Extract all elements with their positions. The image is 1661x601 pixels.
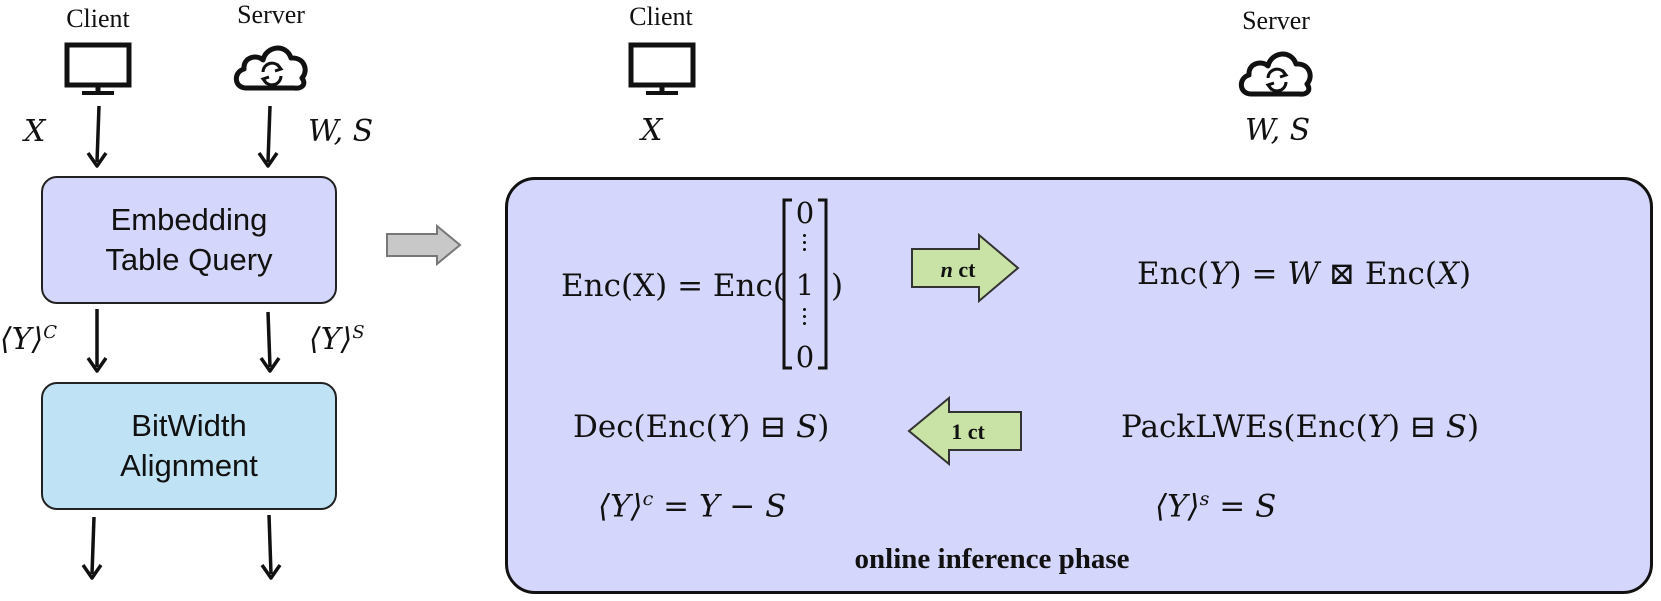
enc-x-suffix: ) (831, 268, 844, 304)
enc-y-equation: Enc(Y) = W ⊠ Enc(X) (1137, 256, 1471, 292)
monitor-icon (64, 42, 132, 95)
right-server-input-ws: W, S (1245, 113, 1311, 148)
client-share-equation: ⟨Y⟩c = Y − S (598, 488, 786, 524)
dec-y: Y (717, 409, 739, 445)
enc-y-mid: ) = (1229, 256, 1288, 292)
enc-y-enc: Enc( (1364, 256, 1437, 292)
forward-arrow-label: n ct (941, 257, 976, 283)
client-share-rhs: = Y − S (653, 488, 787, 525)
cloud-sync-icon (233, 45, 308, 91)
forward-arrow-n-ct (911, 233, 1020, 303)
bitwidth-box-line1: BitWidth (131, 408, 247, 443)
enc-x-prefix: Enc(X) = Enc( (561, 268, 785, 304)
right-client-label: Client (629, 2, 693, 31)
embedding-box-line2: Table Query (105, 242, 273, 277)
dec-close: ) (817, 409, 830, 445)
pack-prefix: PackLWEs(Enc( (1121, 409, 1368, 445)
dec-equation: Dec(Enc(Y) ⊟ S) (573, 409, 829, 445)
client-share-sup: c (642, 488, 654, 510)
expand-arrow (386, 223, 462, 267)
left-server-share-sup: S (352, 322, 365, 343)
online-inference-panel (505, 177, 1653, 594)
left-server-share-base: ⟨Y⟩ (309, 322, 353, 357)
enc-y-close: ) (1459, 256, 1472, 292)
matrix-vdots-upper (803, 234, 807, 255)
server-share-equation: ⟨Y⟩s = S (1155, 488, 1276, 524)
arrow-server-output (267, 514, 273, 575)
arrow-server-to-embedding (266, 105, 272, 163)
bitwidth-alignment-box: BitWidth Alignment (41, 382, 337, 510)
left-client-share-sup: C (43, 322, 57, 343)
embedding-table-query-box: Embedding Table Query (41, 176, 337, 304)
embedding-box-line1: Embedding (110, 202, 268, 237)
monitor-icon (628, 42, 696, 95)
left-server-input-ws: W, S (308, 114, 374, 149)
pack-close: ) (1467, 409, 1480, 445)
left-client-share: ⟨Y⟩C (0, 322, 57, 357)
server-share-sup: s (1199, 488, 1210, 510)
left-server-share: ⟨Y⟩S (309, 322, 365, 357)
forward-arrow-label-n: n (940, 257, 953, 282)
backward-arrow-1-ct (907, 396, 1022, 466)
forward-arrow-label-rest: ct (952, 257, 976, 282)
dec-s: S (795, 409, 818, 445)
matrix-vdots-lower (803, 308, 807, 329)
dec-prefix: Dec(Enc( (573, 409, 718, 445)
left-client-label: Client (66, 4, 130, 33)
client-share-lhs: ⟨Y⟩ (598, 488, 643, 525)
matrix-entry-top: 0 (795, 196, 815, 230)
one-hot-matrix-brackets (782, 198, 828, 370)
right-client-input-x: X (641, 113, 663, 148)
dec-mid: ) ⊟ (738, 409, 796, 445)
bitwidth-box-line2: Alignment (120, 448, 258, 483)
phase-label: online inference phase (854, 543, 1130, 575)
pack-s: S (1445, 409, 1468, 445)
left-server-label: Server (237, 0, 305, 29)
backward-arrow-label: 1 ct (951, 419, 985, 444)
arrow-client-to-embedding (95, 105, 101, 163)
arrow-server-share-to-bitwidth (266, 311, 272, 368)
left-client-input-x: X (24, 114, 46, 149)
server-share-rhs: = S (1209, 488, 1277, 525)
enc-y-w: W (1287, 256, 1320, 292)
matrix-entry-bottom: 0 (795, 340, 815, 374)
enc-y-prefix: Enc( (1137, 256, 1210, 292)
cloud-sync-icon (1238, 51, 1313, 97)
enc-y-var: Y (1209, 256, 1230, 292)
matrix-entry-middle: 1 (795, 268, 815, 302)
right-server-label: Server (1242, 6, 1310, 35)
pack-y: Y (1367, 409, 1389, 445)
arrow-client-output (90, 516, 96, 575)
pack-lwes-equation: PackLWEs(Enc(Y) ⊟ S) (1121, 409, 1479, 445)
pack-mid: ) ⊟ (1388, 409, 1446, 445)
server-share-lhs: ⟨Y⟩ (1155, 488, 1200, 525)
left-client-share-base: ⟨Y⟩ (0, 322, 44, 357)
enc-y-op: ⊠ (1319, 256, 1365, 292)
enc-y-x: X (1436, 256, 1460, 292)
